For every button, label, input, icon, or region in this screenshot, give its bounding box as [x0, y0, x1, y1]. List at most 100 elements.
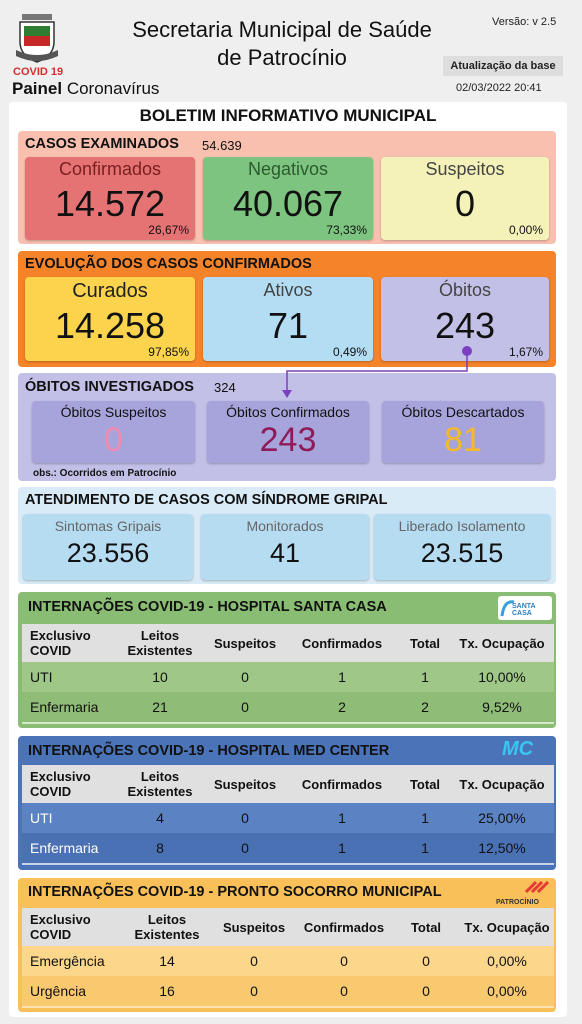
col-confirmed: Confirmados — [301, 776, 383, 792]
page-title: Secretaria Municipal de Saúde de Patrocí… — [110, 16, 454, 72]
cell-beds: 4 — [156, 810, 164, 826]
cell-total: 0 — [422, 983, 430, 999]
confirmed-pct: 26,67% — [148, 223, 189, 237]
active-label: Ativos — [263, 280, 313, 300]
pronto-socorro-table-bg — [22, 908, 554, 1008]
med-center-table: Exclusivo COVID Leitos Existentes Suspei… — [22, 765, 554, 863]
suspect-label: Suspeitos — [425, 159, 505, 179]
panel-label-rest: Coronavírus — [62, 79, 160, 98]
col-suspects: Suspeitos — [213, 776, 277, 792]
col-confirmed: Confirmados — [301, 635, 383, 651]
table-header-row: Exclusivo COVID Leitos Existentes Suspei… — [22, 765, 554, 803]
santa-casa-title: INTERNAÇÕES COVID-19 - HOSPITAL SANTA CA… — [28, 599, 387, 615]
col-beds: Leitos Existentes — [127, 628, 193, 658]
cell-total: 0 — [422, 953, 430, 969]
deaths-discarded-card[interactable]: Óbitos Descartados 81 — [382, 401, 544, 463]
suspect-value: 0 — [454, 183, 476, 224]
table-header-row: Exclusivo COVID Leitos Existentes Suspei… — [22, 624, 554, 662]
cell-suspects: 0 — [241, 840, 249, 856]
deaths-confirmed-value: 243 — [259, 421, 317, 459]
cell-total: 2 — [421, 699, 429, 715]
flu-released-label: Liberado Isolamento — [398, 518, 526, 534]
cured-value: 14.258 — [54, 305, 166, 346]
flu-released-card[interactable]: Liberado Isolamento 23.515 — [374, 514, 550, 580]
flu-monitored-label: Monitorados — [246, 518, 324, 534]
cell-beds: 10 — [152, 669, 168, 685]
cell-type: Emergência — [30, 953, 105, 969]
page-title-line1: Secretaria Municipal de Saúde — [132, 17, 432, 42]
pronto-socorro-logo-text: PATROCÍNIO — [496, 899, 539, 906]
examined-title: CASOS EXAMINADOS — [25, 136, 179, 152]
cell-confirmed: 1 — [338, 810, 346, 826]
pronto-socorro-logo: PATROCÍNIO — [496, 880, 550, 906]
cell-total: 1 — [421, 840, 429, 856]
evolution-title: EVOLUÇÃO DOS CASOS CONFIRMADOS — [25, 256, 312, 272]
deaths-value: 243 — [434, 305, 496, 346]
active-pct: 0,49% — [332, 345, 367, 359]
cell-occupancy: 10,00% — [478, 669, 526, 685]
table-row: Enfermaria 21 0 2 2 9,52% — [22, 692, 554, 722]
suspect-card[interactable]: Suspeitos 0 0,00% — [381, 157, 549, 240]
active-card[interactable]: Ativos 71 0,49% — [203, 277, 373, 361]
col-total: Total — [409, 635, 441, 651]
cell-beds: 16 — [159, 983, 175, 999]
santa-casa-logo: SANTA CASA — [498, 596, 552, 620]
col-exclusive: Exclusivo COVID — [30, 912, 91, 942]
negative-value: 40.067 — [232, 183, 344, 224]
flu-symptoms-card[interactable]: Sintomas Gripais 23.556 — [23, 514, 193, 580]
col-total: Total — [409, 776, 441, 792]
deaths-confirmed-card[interactable]: Óbitos Confirmados 243 — [207, 401, 369, 463]
deaths-label: Óbitos — [438, 280, 492, 300]
med-center-table-bg — [22, 765, 554, 865]
table-row: Emergência 14 0 0 0 0,00% — [22, 946, 554, 976]
confirmed-label: Confirmados — [58, 159, 162, 179]
patrocinio-logo-icon — [524, 880, 550, 894]
cell-total: 1 — [421, 810, 429, 826]
table-row: Enfermaria 8 0 1 1 12,50% — [22, 833, 554, 863]
cell-confirmed: 0 — [340, 983, 348, 999]
table-row: Urgência 16 0 0 0 0,00% — [22, 976, 554, 1006]
deaths-confirmed-label: Óbitos Confirmados — [226, 404, 350, 420]
cell-occupancy: 0,00% — [487, 953, 527, 969]
deaths-title: ÓBITOS INVESTIGADOS — [25, 379, 194, 395]
deaths-discarded-label: Óbitos Descartados — [401, 404, 525, 420]
cell-occupancy: 9,52% — [482, 699, 522, 715]
deaths-card[interactable]: Óbitos 243 1,67% — [381, 277, 549, 361]
flu-title: ATENDIMENTO DE CASOS COM SÍNDROME GRIPAL — [25, 492, 388, 508]
deaths-discarded-value: 81 — [444, 421, 482, 459]
col-occupancy: Tx. Ocupação — [459, 635, 545, 651]
covid-badge: COVID 19 — [13, 66, 64, 78]
cell-confirmed: 0 — [340, 953, 348, 969]
col-occupancy: Tx. Ocupação — [464, 919, 550, 935]
pronto-socorro-table: Exclusivo COVID Leitos Existentes Suspei… — [22, 908, 554, 1006]
active-value: 71 — [267, 305, 309, 346]
deaths-count: 324 — [214, 380, 236, 395]
med-center-title: INTERNAÇÕES COVID-19 - HOSPITAL MED CENT… — [28, 743, 390, 759]
confirmed-card[interactable]: Confirmados 14.572 26,67% — [25, 157, 195, 240]
med-center-logo: MC — [502, 738, 534, 760]
col-exclusive: Exclusivo COVID — [30, 769, 91, 799]
deaths-suspect-label: Óbitos Suspeitos — [60, 404, 167, 420]
cured-card[interactable]: Curados 14.258 97,85% — [25, 277, 195, 361]
cell-type: Urgência — [30, 983, 87, 999]
table-row: UTI 4 0 1 1 25,00% — [22, 803, 554, 833]
cell-beds: 8 — [156, 840, 164, 856]
update-date: 02/03/2022 20:41 — [456, 82, 542, 94]
cell-suspects: 0 — [241, 669, 249, 685]
deaths-suspect-card[interactable]: Óbitos Suspeitos 0 — [32, 401, 195, 463]
cell-confirmed: 1 — [338, 840, 346, 856]
panel-label: Painel Coronavírus — [12, 79, 159, 99]
col-beds: Leitos Existentes — [134, 912, 200, 942]
cured-pct: 97,85% — [148, 345, 189, 359]
cell-suspects: 0 — [241, 699, 249, 715]
update-base-button[interactable]: Atualização da base — [443, 56, 563, 76]
table-header-row: Exclusivo COVID Leitos Existentes Suspei… — [22, 908, 554, 946]
col-total: Total — [410, 919, 442, 935]
deaths-suspect-value: 0 — [104, 421, 123, 459]
negative-card[interactable]: Negativos 40.067 73,33% — [203, 157, 373, 240]
cell-beds: 14 — [159, 953, 175, 969]
flu-released-value: 23.515 — [420, 538, 504, 568]
flu-monitored-card[interactable]: Monitorados 41 — [201, 514, 369, 580]
flu-symptoms-label: Sintomas Gripais — [54, 518, 162, 534]
col-confirmed: Confirmados — [303, 919, 385, 935]
